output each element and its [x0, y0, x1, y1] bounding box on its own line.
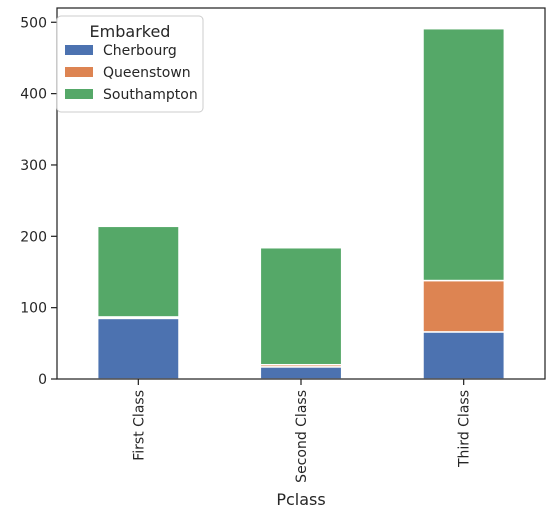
- bar-cherbourg-1: [259, 366, 343, 380]
- legend-label-southampton: Southampton: [103, 87, 198, 103]
- bar-southampton-1: [259, 246, 343, 366]
- y-tick-label: 100: [20, 301, 47, 317]
- x-axis-ticks: First Class Second Class Third Class: [131, 379, 473, 483]
- legend-swatch-southampton: [65, 89, 93, 99]
- y-tick-label: 200: [20, 229, 47, 245]
- legend: Embarked Cherbourg Queenstown Southampton: [56, 15, 204, 113]
- bars-group: [96, 27, 506, 380]
- legend-label-queenstown: Queenstown: [103, 65, 191, 81]
- y-tick-label: 0: [38, 372, 47, 388]
- legend-box: [56, 15, 204, 113]
- x-tick-label: Third Class: [457, 390, 473, 468]
- legend-label-cherbourg: Cherbourg: [103, 43, 177, 59]
- bar-queenstown-2: [422, 279, 506, 333]
- x-tick-label: Second Class: [294, 390, 310, 483]
- legend-swatch-cherbourg: [65, 45, 93, 55]
- y-tick-label: 400: [20, 87, 47, 103]
- x-tick-label: First Class: [131, 390, 147, 461]
- bar-cherbourg-0: [96, 317, 180, 380]
- y-tick-label: 500: [20, 15, 47, 31]
- bar-southampton-2: [422, 27, 506, 282]
- plot-frame: [56, 7, 546, 380]
- legend-title: Embarked: [90, 22, 171, 41]
- bar-southampton-0: [96, 225, 180, 318]
- legend-swatch-queenstown: [65, 67, 93, 77]
- y-axis-ticks: 0 100 200 300 400 500: [20, 15, 57, 388]
- x-axis-title: Pclass: [276, 490, 325, 509]
- y-tick-label: 300: [20, 158, 47, 174]
- bar-cherbourg-2: [422, 331, 506, 380]
